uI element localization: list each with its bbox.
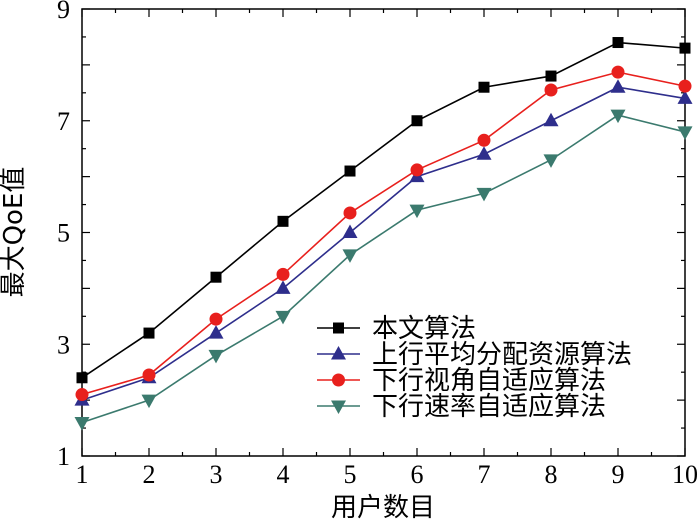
legend-label: 下行视角自适应算法 (372, 366, 606, 396)
data-point (610, 79, 626, 93)
data-point (543, 154, 559, 168)
x-axis-title: 用户数目 (331, 493, 435, 523)
data-point (476, 187, 492, 202)
y-tick-label: 1 (57, 442, 70, 471)
x-tick-label: 7 (478, 460, 491, 489)
y-tick-label: 5 (57, 219, 70, 248)
data-point (210, 271, 222, 283)
series-layer (74, 37, 693, 431)
data-point (277, 215, 289, 227)
data-point (476, 146, 492, 160)
x-tick-label: 9 (612, 460, 625, 489)
data-point (545, 70, 557, 82)
x-tick-label: 3 (210, 460, 223, 489)
data-point (75, 388, 89, 402)
x-tick-label: 6 (411, 460, 424, 489)
data-point (275, 280, 291, 294)
data-point (209, 312, 223, 326)
data-point (477, 133, 491, 147)
series-line (81, 114, 686, 424)
data-point (544, 83, 558, 97)
x-tick-label: 5 (344, 460, 357, 489)
data-point (677, 90, 693, 104)
legend-entry: 下行视角自适应算法 (317, 366, 606, 396)
series-3 (75, 65, 692, 402)
x-tick-label: 1 (76, 460, 89, 489)
data-point (342, 249, 358, 263)
data-point (208, 349, 224, 364)
data-point (76, 372, 88, 384)
legend-entry: 本文算法 (317, 314, 476, 344)
series-4 (74, 109, 693, 431)
data-point (679, 42, 691, 54)
data-point (611, 65, 625, 79)
data-point (344, 165, 356, 177)
legend-marker (331, 400, 346, 414)
data-point (143, 327, 155, 339)
data-point (74, 416, 90, 431)
legend-marker (332, 373, 345, 387)
legend-entry: 上行平均分配资源算法 (317, 340, 632, 370)
y-tick-label: 7 (57, 107, 70, 136)
data-point (411, 115, 423, 127)
y-tick-label: 9 (57, 0, 70, 24)
x-tick-label: 10 (672, 460, 698, 489)
data-point (208, 325, 224, 339)
series-line (81, 41, 686, 379)
legend-marker (333, 322, 344, 334)
data-point (410, 163, 424, 177)
legend-entry: 下行速率自适应算法 (317, 392, 606, 422)
legend-marker (331, 346, 346, 360)
series-1 (76, 37, 691, 384)
data-point (276, 267, 290, 281)
data-point (409, 204, 425, 219)
series-2 (74, 79, 693, 406)
data-point (342, 224, 358, 238)
data-point (612, 37, 624, 49)
data-point (543, 112, 559, 127)
x-tick-label: 4 (277, 460, 290, 489)
data-point (677, 126, 693, 140)
legend-label: 下行速率自适应算法 (372, 392, 606, 422)
y-axis-title: 最大QoE值 (0, 167, 29, 298)
x-tick-label: 2 (143, 460, 156, 489)
data-point (610, 109, 626, 124)
axis-ticks: 1 2 3 4 5 6 7 8 9 10 1 3 5 7 9 (57, 0, 698, 489)
series-line (81, 86, 686, 401)
x-tick-label: 8 (545, 460, 558, 489)
data-point (141, 394, 157, 409)
series-line (81, 71, 686, 396)
y-tick-label: 3 (57, 330, 70, 359)
data-point (478, 81, 490, 93)
data-point (275, 310, 291, 325)
legend-label: 上行平均分配资源算法 (372, 340, 632, 370)
data-point (678, 79, 692, 93)
data-point (142, 368, 156, 382)
legend-label: 本文算法 (372, 314, 476, 344)
data-point (343, 206, 357, 220)
